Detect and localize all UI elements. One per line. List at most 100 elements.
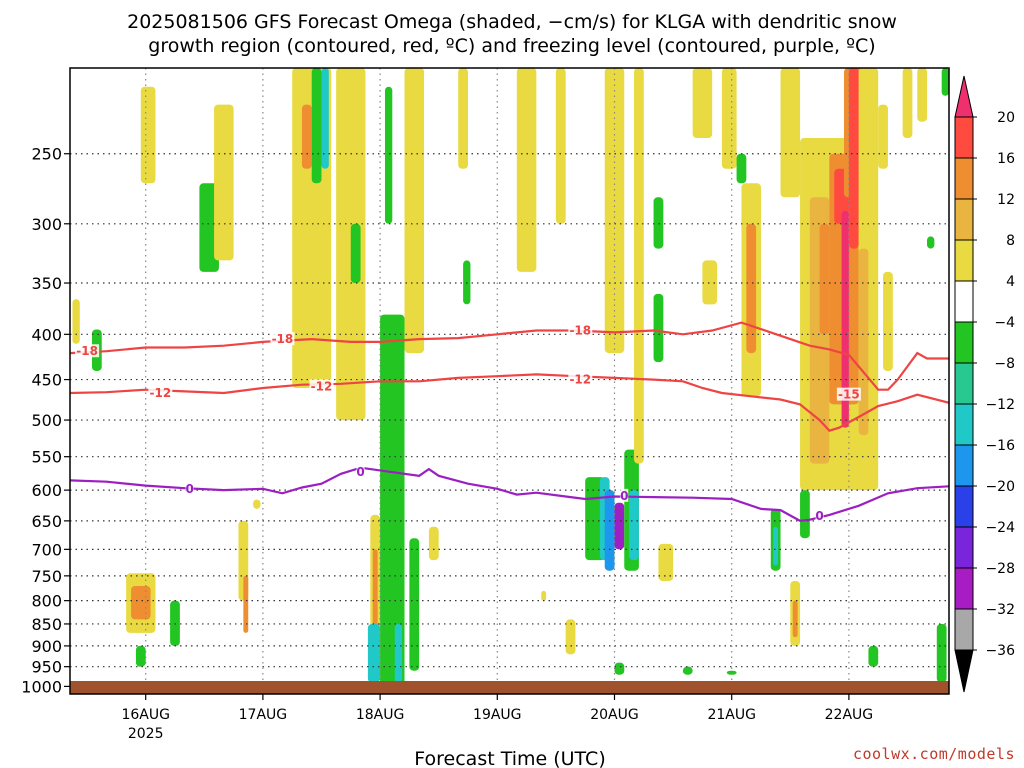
omega-cell [848,68,859,249]
omega-cell [726,670,737,675]
omega-cell [858,248,869,436]
colorbar: 20 16 12 8 4 −4 −8 −12 −16 −20 −24 −28 −32 −36 [954,75,1015,693]
contour-label-bg [568,372,593,386]
y-tick-label: 900 [31,637,62,656]
contour-label: -12 [569,373,591,387]
colorbar-label: −8 [994,356,1015,372]
contour-label-bg [836,387,861,401]
omega-cell [301,104,312,169]
omega-cell [170,600,180,646]
contour-label: -18 [76,344,98,358]
x-axis-ticks: 16AUG 17AUG 18AUG 19AUG 20AUG 21AUG 22AUG [121,694,873,723]
omega-cell [841,210,849,428]
colorbar-label: −32 [985,602,1015,618]
plot-area: -18 -18 -18 -12 -12 -12 -15 0 0 0 0 [69,67,950,695]
omega-cell [214,104,234,261]
omega-cell [780,68,801,198]
omega-cell [321,68,329,169]
colorbar-swatch [954,116,974,159]
omega-cell [555,68,566,224]
contour-label-bg [270,332,295,346]
omega-cell [902,68,913,139]
omega-cell [629,490,639,561]
omega-cell [516,68,537,272]
omega-shading-layer [72,68,949,687]
colorbar-swatch [954,526,974,569]
omega-cell [682,666,693,675]
omega-cell [404,68,425,354]
omega-cell [819,223,830,335]
colorbar-label: −36 [985,643,1015,659]
colorbar-label: −24 [985,520,1015,536]
omega-cell [604,490,615,571]
omega-cell [736,153,747,184]
omega-cell [140,86,156,184]
x-tick-label: 21AUG [707,707,756,723]
omega-cell [372,549,378,646]
omega-cell [878,104,888,169]
y-tick-label: 600 [31,481,62,500]
omega-cell [565,619,576,655]
colorbar-label: −12 [985,397,1015,413]
omega-cell [653,293,664,363]
omega-cell [428,526,439,561]
y-axis-ticks: 250 300 350 400 450 500 550 600 650 700 750 800 850 9… [21,145,70,696]
colorbar-swatch [954,198,974,241]
omega-cell [868,645,879,667]
omega-cell [311,68,322,184]
contour-label: -12 [149,386,171,400]
contour-label-bg [815,509,824,523]
colorbar-label: 20 [997,110,1015,126]
contour-label: 0 [356,465,364,479]
omega-cell [243,575,249,633]
chart-title-line1: 2025081506 GFS Forecast Omega (shaded, −… [127,11,897,33]
colorbar-swatch [954,157,974,200]
colorbar-label: 12 [997,192,1015,208]
omega-cell [463,260,471,305]
x-axis-label: Forecast Time (UTC) [414,748,605,768]
x-year-label: 2025 [128,726,164,742]
plot-frame [69,67,950,695]
colorbar-swatch [954,362,974,405]
omega-cell [409,538,420,671]
colorbar-swatch [954,280,974,323]
y-tick-label: 650 [31,512,62,531]
colorbar-swatch [954,567,974,610]
y-tick-label: 400 [31,325,62,344]
y-tick-label: 750 [31,567,62,586]
omega-cell [253,499,261,509]
colorbar-swatch [954,485,974,528]
contour-label: 0 [815,509,823,523]
omega-cell [367,623,381,683]
contour-label: -12 [311,379,333,393]
omega-cell [883,271,893,371]
y-tick-label: 1000 [21,677,62,696]
chart-title-line2: growth region (contoured, red, ºC) and f… [148,35,875,57]
omega-cell [941,68,949,96]
omega-cell [614,662,625,675]
omega-cell [927,236,935,249]
omega-cell [936,623,947,683]
contour-label-bg [568,323,593,337]
colorbar-swatch [954,403,974,446]
colorbar-label: 8 [1006,233,1015,249]
omega-cell [394,623,403,683]
y-tick-label: 700 [31,540,62,559]
y-tick-label: 500 [31,411,62,430]
x-tick-label: 19AUG [473,707,522,723]
omega-cell [658,543,674,581]
contour-label: 0 [620,489,628,503]
contour-label: -18 [272,332,294,346]
omega-cell [350,223,361,284]
colorbar-top-arrow [954,75,974,118]
x-tick-label: 22AUG [825,707,874,723]
colorbar-bottom-arrow [954,649,974,693]
omega-cell [721,68,737,169]
colorbar-label: −20 [985,479,1015,495]
contour-line [70,466,949,523]
omega-cell [792,600,798,638]
contour-label-bg [620,488,629,502]
credit-text: coolwx.com/models [853,745,1015,763]
omega-cell [458,68,468,169]
colorbar-label: 4 [1006,274,1015,290]
